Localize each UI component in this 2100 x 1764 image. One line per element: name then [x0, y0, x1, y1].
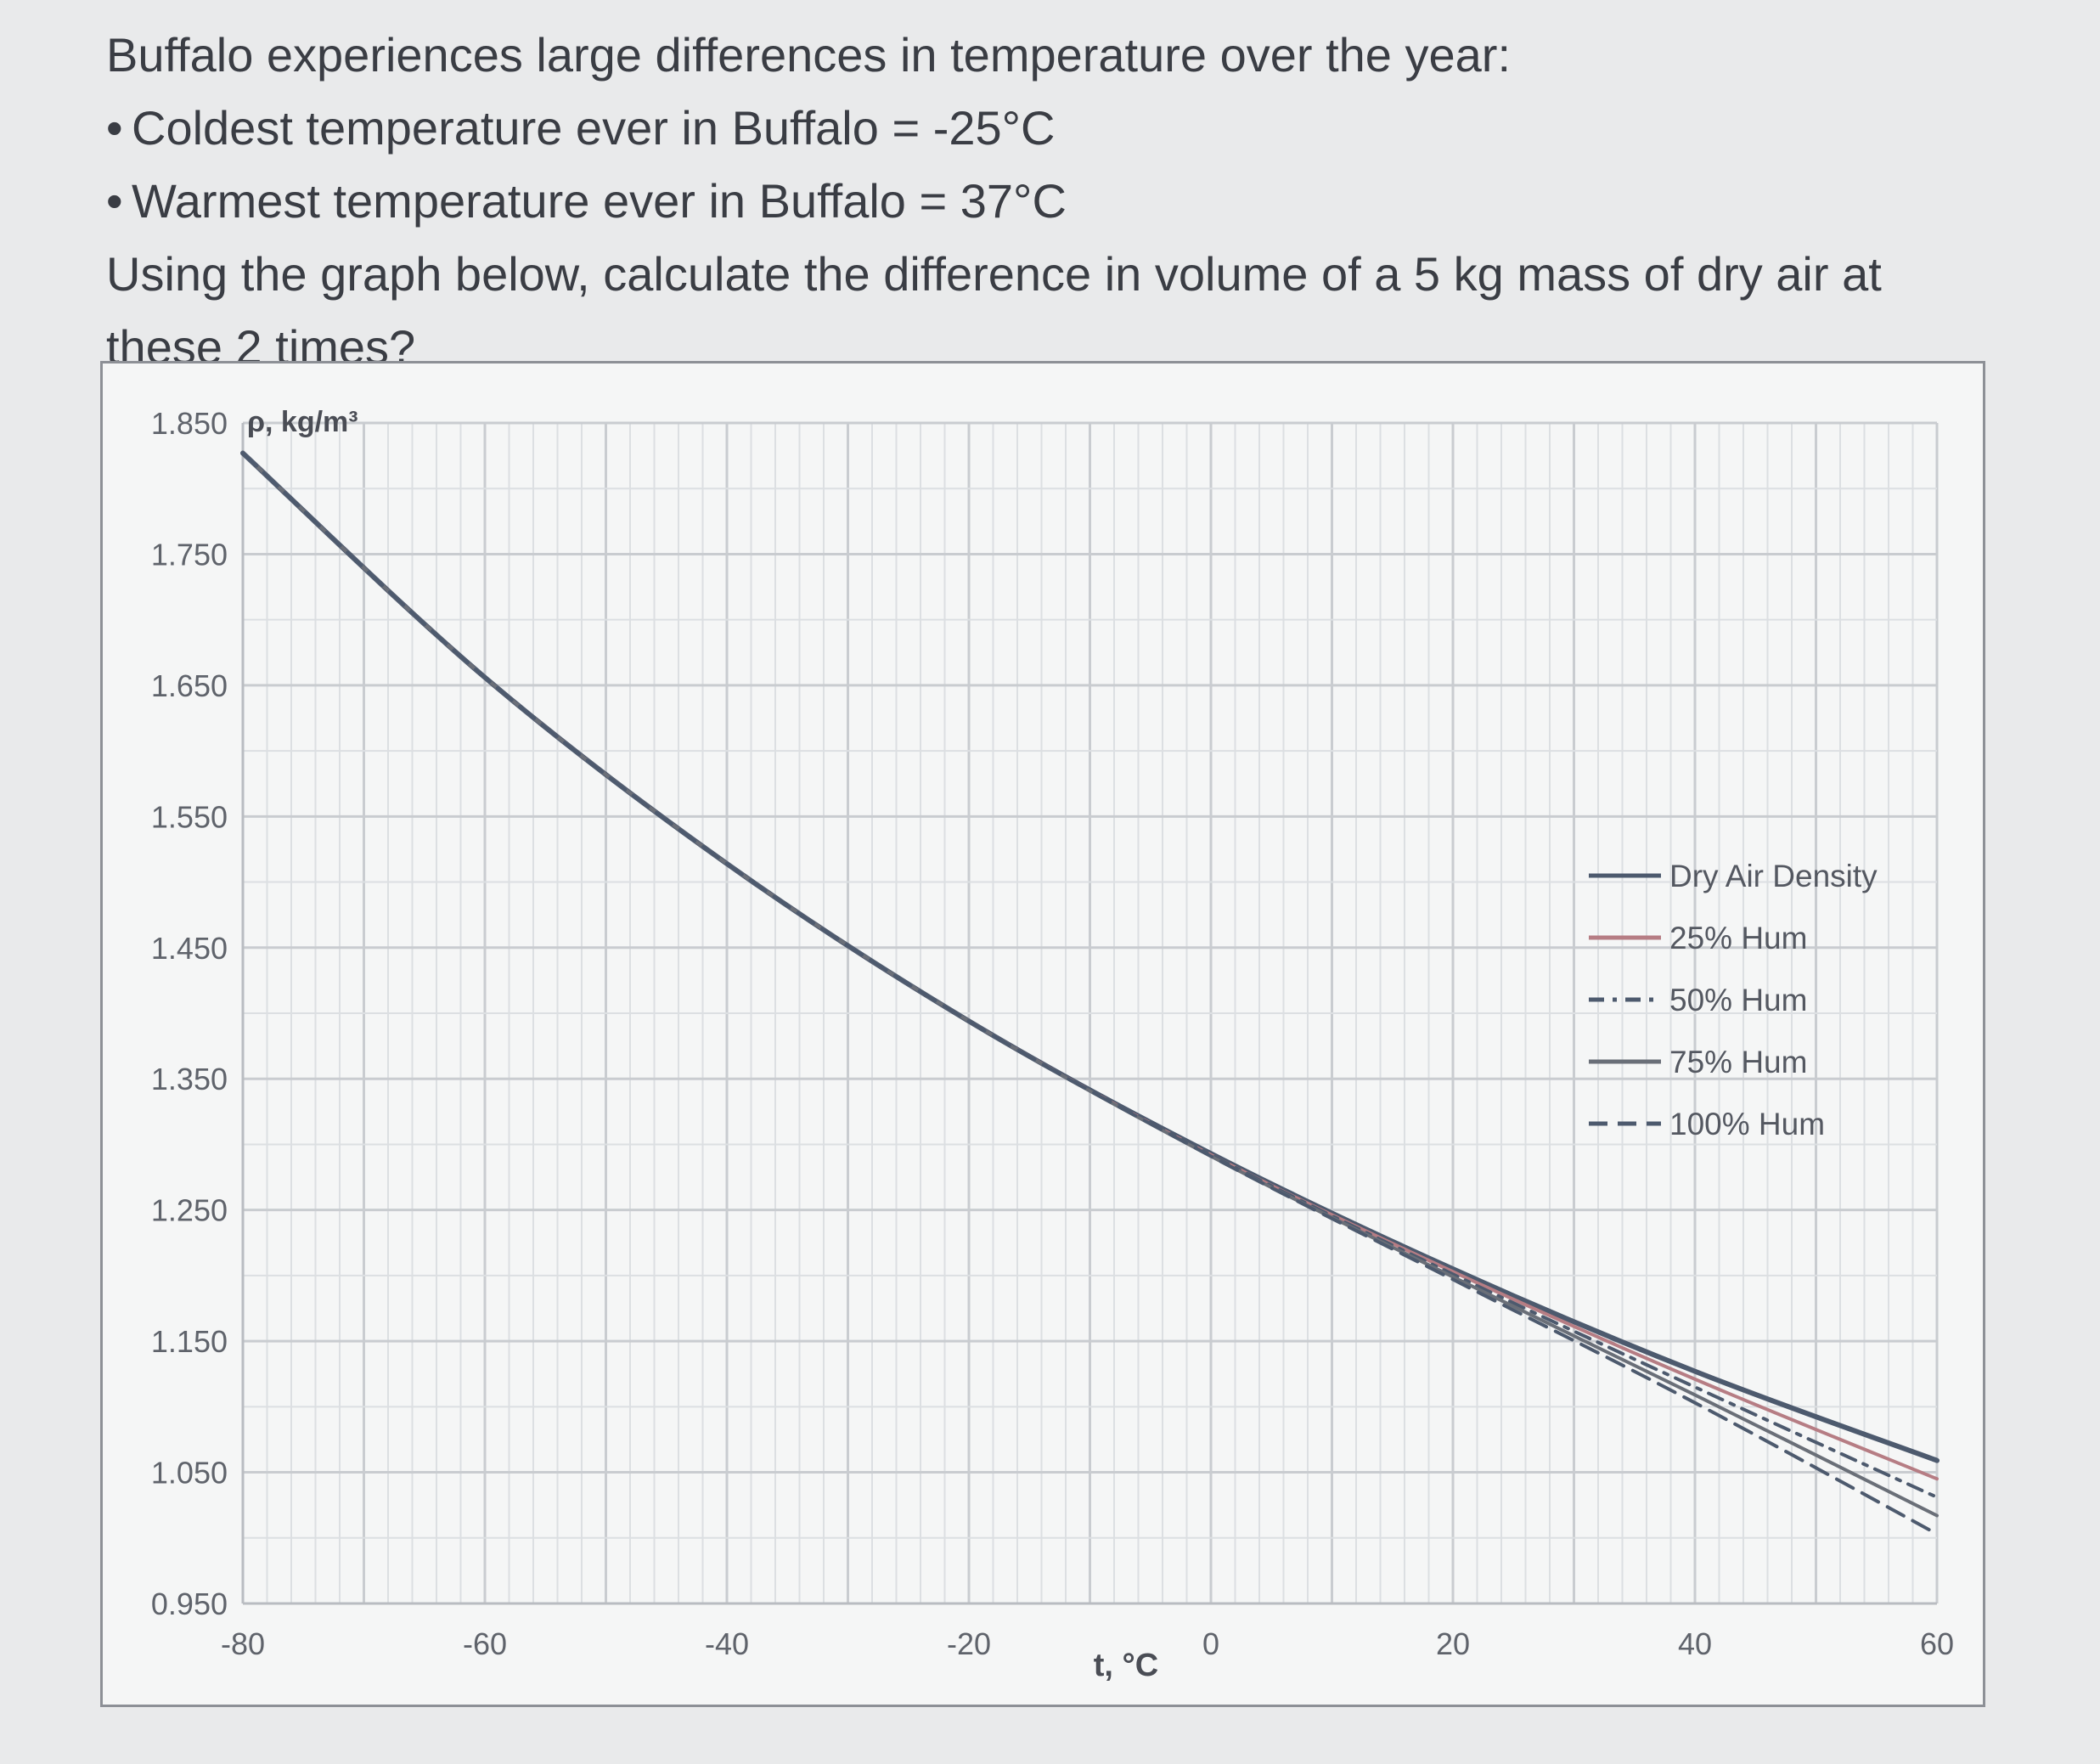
y-tick-label: 1.650	[151, 668, 228, 703]
density-chart: 1.850 1.750 1.650 1.550 1.450 1.350 1.250 1.150…	[151, 406, 1954, 1683]
x-tick-label: 20	[1436, 1626, 1470, 1661]
x-tick-label: -20	[947, 1626, 991, 1661]
x-tick-label: -80	[221, 1626, 265, 1661]
bullet-glyph: •	[106, 174, 123, 228]
x-tick-label: 60	[1920, 1626, 1954, 1661]
y-tick-label: 1.550	[151, 799, 228, 834]
y-tick-label: 1.350	[151, 1062, 228, 1096]
y-tick-label: 0.950	[151, 1586, 228, 1621]
legend-label: 75% Hum	[1669, 1045, 1807, 1079]
legend-label: 100% Hum	[1669, 1107, 1825, 1141]
y-tick-label: 1.250	[151, 1193, 228, 1228]
question-intro: Buffalo experiences large differences in…	[106, 28, 1511, 82]
question-bullet: • Coldest temperature ever in Buffalo = -…	[106, 92, 2017, 165]
legend: Dry Air Density 25% Hum 50% Hum 75% Hum 100%…	[1589, 859, 1878, 1141]
x-tick-label: -40	[705, 1626, 749, 1661]
legend-label: 50% Hum	[1669, 983, 1807, 1017]
axes	[241, 423, 1937, 1605]
bullet-text: Warmest temperature ever in Buffalo = 37…	[132, 174, 1067, 228]
x-tick-label: 40	[1678, 1626, 1712, 1661]
series-line-4	[241, 451, 1939, 1536]
legend-label: Dry Air Density	[1669, 859, 1878, 893]
bullet-text: Coldest temperature ever in Buffalo = -2…	[132, 101, 1056, 155]
x-tick-label: 0	[1202, 1626, 1219, 1661]
series-group	[240, 450, 1940, 1536]
y-tick-label: 1.450	[151, 931, 228, 966]
question-text: Buffalo experiences large differences in…	[106, 19, 2017, 384]
chart-frame: 1.850 1.750 1.650 1.550 1.450 1.350 1.250 1.150…	[100, 361, 1985, 1707]
y-tick-label: 1.750	[151, 537, 228, 572]
question-bullet: • Warmest temperature ever in Buffalo = 3…	[106, 165, 2017, 238]
tick-labels: 1.850 1.750 1.650 1.550 1.450 1.350 1.250 1.150…	[151, 406, 1954, 1661]
y-tick-label: 1.150	[151, 1324, 228, 1359]
bullet-glyph: •	[106, 101, 123, 155]
y-axis-label: ρ, kg/m³	[247, 406, 358, 438]
x-tick-label: -60	[463, 1626, 507, 1661]
y-tick-label: 1.850	[151, 406, 228, 441]
legend-label: 25% Hum	[1669, 921, 1807, 955]
question-prompt-line1: Using the graph below, calculate the dif…	[106, 247, 1882, 301]
x-axis-label: t, °C	[1094, 1648, 1158, 1683]
y-tick-label: 1.050	[151, 1456, 228, 1491]
